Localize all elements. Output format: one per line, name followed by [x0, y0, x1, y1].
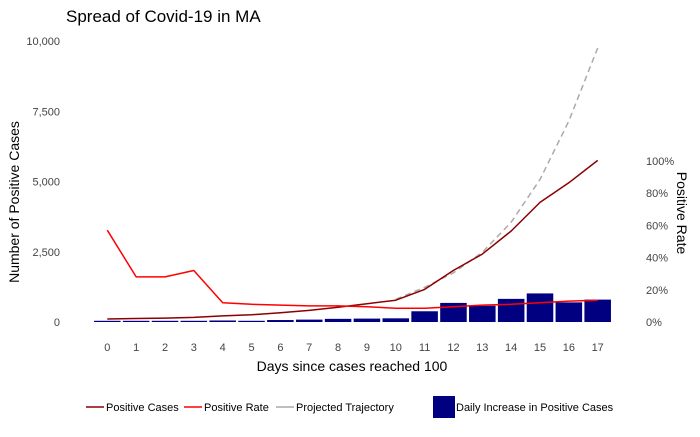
- y-axis-left: 0 2,500 5,000 7,500 10,000: [26, 36, 60, 329]
- y2-tick-label: 40%: [646, 253, 668, 265]
- legend-label: Projected Trajectory: [296, 402, 394, 414]
- y-tick-label: 10,000: [26, 36, 60, 48]
- bar: [584, 299, 611, 322]
- bar: [555, 302, 583, 322]
- x-tick-label: 10: [390, 342, 402, 354]
- y-axis-right: 0% 20% 40% 60% 80% 100%: [646, 156, 674, 329]
- x-tick-label: 8: [335, 342, 341, 354]
- y2-tick-label: 60%: [646, 220, 668, 232]
- x-tick-label: 11: [419, 342, 430, 354]
- bar: [526, 293, 554, 322]
- series-line: [395, 47, 599, 300]
- legend-label: Positive Rate: [204, 402, 269, 414]
- x-tick-label: 3: [191, 342, 197, 354]
- x-tick-label: 1: [133, 342, 139, 354]
- legend-label: Positive Cases: [106, 402, 179, 414]
- bar: [209, 320, 236, 322]
- bar: [469, 305, 496, 322]
- x-tick-label: 5: [248, 342, 254, 354]
- y-tick-label: 7,500: [32, 106, 60, 118]
- y-axis-title: Number of Positive Cases: [6, 121, 22, 283]
- line-series: [106, 47, 599, 320]
- bar: [238, 320, 265, 322]
- x-tick-label: 6: [277, 342, 283, 354]
- bar: [267, 320, 294, 322]
- bar: [353, 318, 381, 322]
- x-tick-label: 0: [104, 342, 110, 354]
- x-tick-label: 7: [306, 342, 312, 354]
- x-tick-label: 16: [563, 342, 575, 354]
- bar: [497, 298, 525, 322]
- y2-tick-label: 80%: [646, 188, 668, 200]
- series-line: [106, 229, 598, 310]
- y2-tick-label: 100%: [646, 156, 674, 168]
- bar: [324, 318, 352, 322]
- bar: [94, 320, 121, 322]
- x-tick-label: 2: [162, 342, 168, 354]
- bar: [151, 320, 179, 322]
- legend-swatch: [433, 396, 455, 418]
- x-tick-label: 4: [220, 342, 226, 354]
- series-line: [107, 159, 599, 320]
- y2-tick-label: 0%: [646, 317, 662, 329]
- legend: Positive Cases Positive Rate Projected Tra…: [86, 396, 614, 418]
- x-tick-label: 17: [592, 342, 604, 354]
- bar: [122, 320, 150, 322]
- y-tick-label: 0: [54, 317, 60, 329]
- bar: [180, 320, 208, 322]
- bar: [295, 319, 323, 322]
- x-tick-label: 12: [447, 342, 459, 354]
- x-tick-label: 15: [534, 342, 546, 354]
- x-axis: 0 1 2 3 4 5 6 7 8 9 10 11 12 13 14 15 16 17: [104, 342, 604, 354]
- legend-label: Daily Increase in Positive Cases: [456, 402, 614, 414]
- x-axis-title: Days since cases reached 100: [257, 358, 448, 374]
- x-tick-label: 14: [505, 342, 517, 354]
- y-tick-label: 5,000: [32, 177, 60, 189]
- x-tick-label: 13: [476, 342, 488, 354]
- x-tick-label: 9: [364, 342, 370, 354]
- chart-title: Spread of Covid-19 in MA: [66, 7, 261, 26]
- bar: [411, 311, 438, 322]
- bar: [382, 318, 410, 322]
- y2-tick-label: 20%: [646, 285, 668, 297]
- y-tick-label: 2,500: [32, 247, 60, 259]
- y2-axis-title: Positive Rate: [674, 172, 690, 255]
